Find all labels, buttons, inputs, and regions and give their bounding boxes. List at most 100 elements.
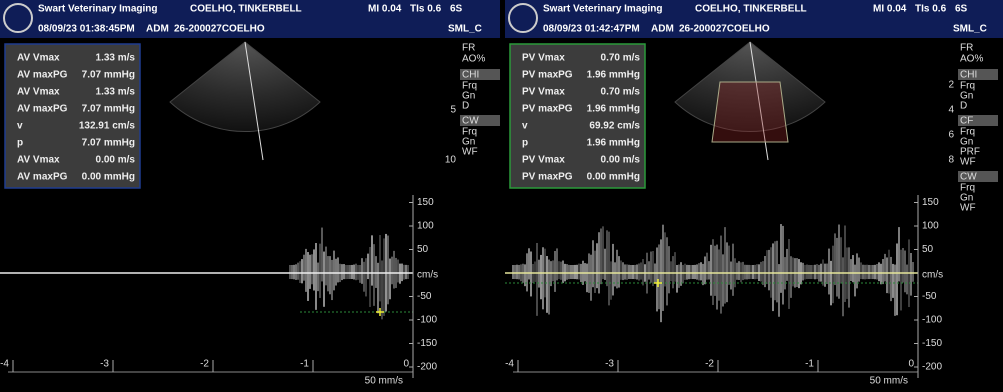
preset: SML_C — [448, 24, 482, 35]
velocity-tick-label: -150 — [922, 338, 942, 349]
measurement-label: AV maxPG — [17, 70, 68, 81]
measurement-value: 1.96 mmHg — [587, 138, 640, 149]
mi-index: MI 0.04 — [873, 4, 907, 15]
velocity-tick-label: 50 — [922, 244, 934, 255]
measurement-value: 7.07 mmHg — [82, 138, 135, 149]
measurement-label: AV maxPG — [17, 172, 68, 183]
measurement-label: AV Vmax — [17, 53, 60, 64]
measurement-value: 0.00 mmHg — [82, 172, 135, 183]
patient-name: COELHO, TINKERBELL — [190, 4, 302, 15]
velocity-tick-label: 100 — [417, 221, 434, 232]
measurement-value: 7.07 mmHg — [82, 104, 135, 115]
time-tick-label: -3 — [605, 359, 614, 370]
depth-tick-label: 6 — [948, 130, 954, 141]
velocity-tick-label: -100 — [922, 315, 942, 326]
measurement-label: PV Vmax — [522, 53, 565, 64]
measurement-value: 0.00 m/s — [96, 155, 136, 166]
measurement-label: v — [17, 121, 23, 132]
mode: ADM — [651, 24, 674, 35]
param-label: AO% — [960, 54, 983, 65]
measurement-label: PV maxPG — [522, 104, 573, 115]
org-name: Swart Veterinary Imaging — [543, 4, 663, 15]
param-group: CHI — [960, 70, 977, 81]
param-group: CW — [462, 116, 479, 127]
tis-index: TIs 0.6 — [410, 4, 442, 15]
velocity-tick-label: 50 — [417, 244, 429, 255]
time-tick-label: 0 — [403, 359, 409, 370]
param-label: D — [462, 101, 469, 112]
measurement-label: AV Vmax — [17, 87, 60, 98]
velocity-tick-label: -200 — [922, 362, 942, 373]
measurement-value: 0.70 m/s — [601, 87, 641, 98]
measurement-value: 0.00 m/s — [601, 155, 641, 166]
measurement-value: 1.96 mmHg — [587, 70, 640, 81]
measurement-label: AV Vmax — [17, 155, 60, 166]
velocity-unit: cm/s — [922, 270, 943, 281]
param-label: FR — [462, 43, 475, 54]
param-group: CHI — [462, 70, 479, 81]
mi-index: MI 0.04 — [368, 4, 402, 15]
patient-name: COELHO, TINKERBELL — [695, 4, 807, 15]
measurement-value: 0.70 m/s — [601, 53, 641, 64]
velocity-tick-label: -50 — [922, 291, 937, 302]
background — [0, 0, 1003, 392]
measurement-label: PV maxPG — [522, 70, 573, 81]
depth-tick-label: 10 — [445, 155, 457, 166]
depth-tick-label: 4 — [948, 105, 954, 116]
measurement-value: 1.33 m/s — [96, 53, 136, 64]
velocity-tick-label: 100 — [922, 221, 939, 232]
time-tick-label: 0 — [908, 359, 914, 370]
time-tick-label: -1 — [300, 359, 309, 370]
param-label: AO% — [462, 54, 485, 65]
measurement-value: 7.07 mmHg — [82, 70, 135, 81]
tis-index: TIs 0.6 — [915, 4, 947, 15]
param-label: D — [960, 101, 967, 112]
velocity-tick-label: 150 — [922, 197, 939, 208]
velocity-tick-label: -150 — [417, 338, 437, 349]
depth-tick-label: 2 — [948, 80, 954, 91]
param-group: CF — [960, 116, 973, 127]
measurement-label: p — [522, 138, 528, 149]
velocity-tick-label: -100 — [417, 315, 437, 326]
param-group: CW — [960, 172, 977, 183]
measurement-box: PV Vmax 0.70 m/s PV maxPG 1.96 mmHg PV Vmax 0… — [510, 44, 645, 188]
measurement-box: AV Vmax 1.33 m/s AV maxPG 7.07 mmHg AV Vmax 1… — [5, 44, 140, 188]
measurement-value: 1.96 mmHg — [587, 104, 640, 115]
param-label: WF — [960, 157, 976, 168]
time-tick-label: -4 — [0, 359, 9, 370]
velocity-tick-label: 150 — [417, 197, 434, 208]
measurement-value: 1.33 m/s — [96, 87, 136, 98]
measurement-value: 132.91 cm/s — [79, 121, 136, 132]
ultrasound-screen: Swart Veterinary Imaging COELHO, TINKERBE… — [0, 0, 1003, 392]
measurement-label: AV maxPG — [17, 104, 68, 115]
measurement-value: 69.92 cm/s — [589, 121, 640, 132]
time-tick-label: -2 — [200, 359, 209, 370]
measurement-label: PV maxPG — [522, 172, 573, 183]
measurement-label: v — [522, 121, 528, 132]
time-tick-label: -1 — [805, 359, 814, 370]
mode: ADM — [146, 24, 169, 35]
velocity-tick-label: -50 — [417, 291, 432, 302]
measurement-label: PV Vmax — [522, 155, 565, 166]
param-label: WF — [462, 147, 478, 158]
measurement-label: PV Vmax — [522, 87, 565, 98]
velocity-tick-label: -200 — [417, 362, 437, 373]
sweep-speed: 50 mm/s — [365, 376, 403, 387]
sweep-speed: 50 mm/s — [870, 376, 908, 387]
depth-tick-label: 8 — [948, 155, 954, 166]
probe: 6S — [450, 4, 463, 15]
color-box — [712, 82, 788, 142]
measurement-panel — [5, 44, 140, 188]
datetime: 08/09/23 01:38:45PM — [38, 24, 135, 35]
patient-id: 26-200027COELHO — [174, 24, 265, 35]
depth-tick-label: 5 — [450, 105, 456, 116]
measurement-value: 0.00 mmHg — [587, 172, 640, 183]
param-label: WF — [960, 203, 976, 214]
param-label: FR — [960, 43, 973, 54]
measurement-panel — [510, 44, 645, 188]
time-tick-label: -4 — [505, 359, 514, 370]
time-tick-label: -3 — [100, 359, 109, 370]
preset: SML_C — [953, 24, 987, 35]
datetime: 08/09/23 01:42:47PM — [543, 24, 640, 35]
time-tick-label: -2 — [705, 359, 714, 370]
